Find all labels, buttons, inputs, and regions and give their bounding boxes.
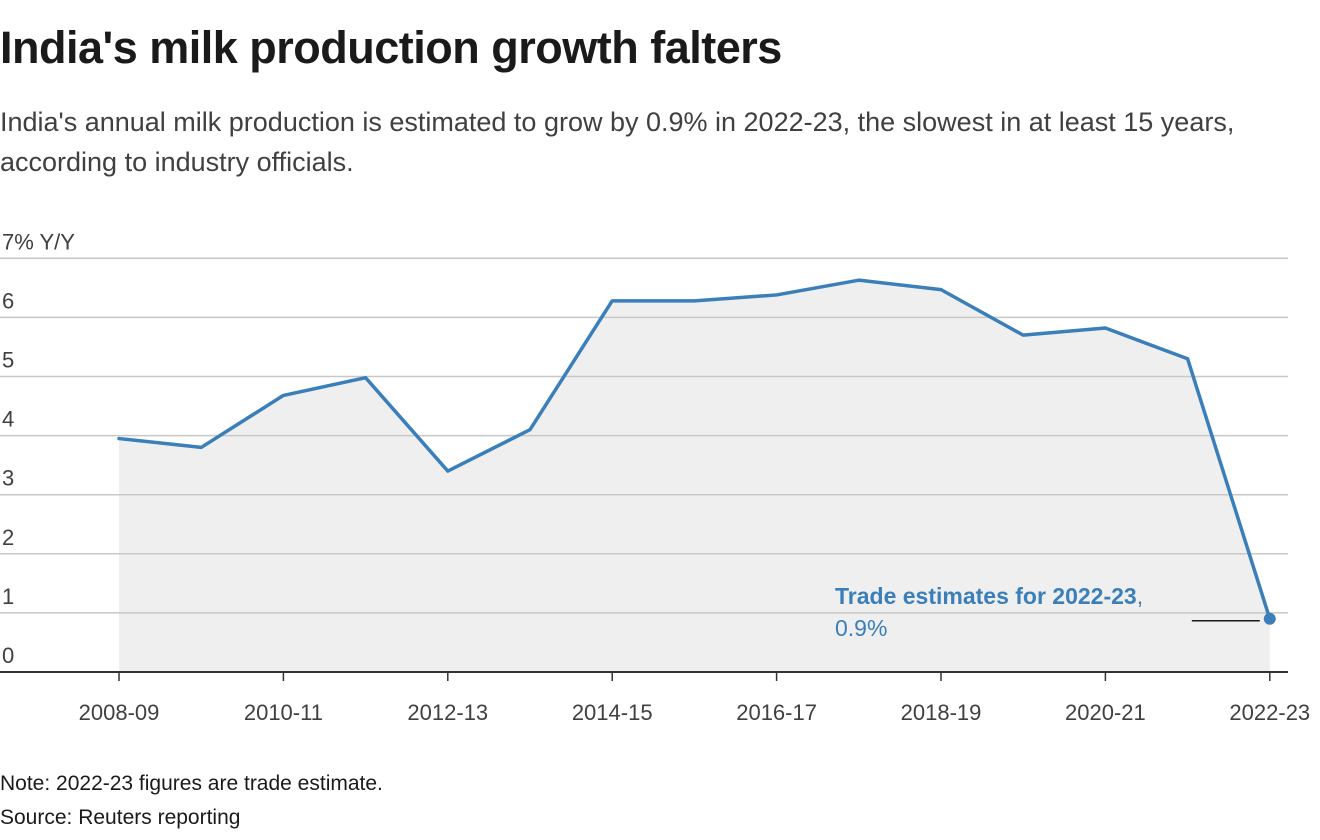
x-tick-label: 2020-21: [1065, 700, 1146, 725]
footnote: Note: 2022-23 figures are trade estimate…: [0, 772, 383, 795]
y-tick-label: 7% Y/Y: [2, 229, 75, 254]
annotation-label: Trade estimates for 2022-23,: [835, 583, 1143, 609]
x-tick-label: 2018-19: [901, 700, 982, 725]
annotation-value: 0.9%: [835, 615, 887, 641]
x-tick-label: 2016-17: [736, 700, 817, 725]
y-tick-label: 2: [2, 525, 14, 550]
y-tick-label: 1: [2, 584, 14, 609]
highlighted-point: [1263, 612, 1276, 625]
source-note: Source: Reuters reporting: [0, 806, 241, 829]
x-tick-label: 2022-23: [1229, 700, 1310, 725]
area-fill: [119, 280, 1270, 672]
series-line: [117, 278, 1272, 621]
chart-title: India's milk production growth falters: [0, 22, 782, 73]
y-tick-label: 3: [2, 466, 14, 491]
y-tick-label: 6: [2, 288, 14, 313]
y-tick-label: 4: [2, 407, 14, 432]
y-tick-label: 0: [2, 643, 14, 668]
x-tick-label: 2012-13: [407, 700, 488, 725]
x-tick-label: 2014-15: [572, 700, 653, 725]
y-tick-label: 5: [2, 348, 14, 373]
x-tick-label: 2010-11: [244, 700, 323, 725]
line-chart: 0 1 2 3 4 5 6 7% Y/Y 2008-09 2010-11 2012-13 2014-1…: [0, 229, 1310, 725]
chart-subtitle: India's annual milk production is estima…: [0, 107, 1235, 177]
x-tick-label: 2008-09: [79, 700, 160, 725]
